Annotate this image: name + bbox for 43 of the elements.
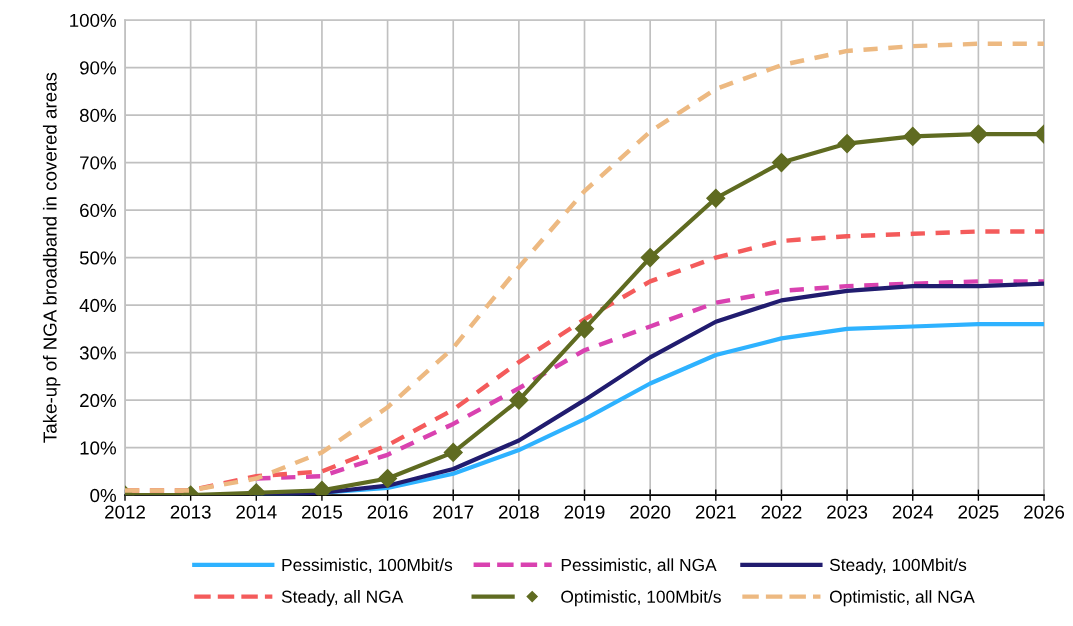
x-tick-label: 2016 — [367, 505, 408, 519]
x-tick-label: 2022 — [761, 505, 802, 519]
point — [706, 188, 726, 208]
x-tick-label: 2015 — [302, 505, 343, 519]
point — [640, 248, 660, 268]
legend-label: Optimistic, 100Mbit/s — [561, 590, 721, 607]
x-tick-label: 2017 — [433, 505, 474, 519]
legend-label: Pessimistic, all NGA — [561, 558, 717, 574]
point — [968, 124, 988, 144]
x-tick-label: 2014 — [236, 505, 277, 519]
x-tick-label: 2020 — [630, 505, 671, 519]
x-tick-label: 2013 — [170, 505, 211, 519]
y-tick-label: 40% — [79, 298, 117, 313]
y-tick-label: 30% — [79, 346, 117, 360]
point — [771, 153, 791, 173]
x-tick-label: 2024 — [892, 505, 934, 519]
legend-label: Steady, 100Mbit/s — [829, 558, 967, 575]
y-axis-title: Take-up of NGA broadband in covered areas — [42, 72, 61, 443]
y-tick-label: 60% — [80, 203, 117, 218]
line-series — [254, 279, 1045, 481]
y-tick-label: 10% — [80, 441, 117, 455]
point — [903, 126, 923, 146]
y-tick-label: 50% — [79, 251, 117, 265]
x-tick-label: 2023 — [827, 505, 868, 519]
point — [837, 134, 857, 154]
point — [443, 442, 463, 462]
y-tick-label: 20% — [80, 393, 117, 408]
legend-label: Optimistic, all NGA — [829, 590, 975, 607]
y-tick-label: 70% — [80, 156, 117, 170]
x-tick-label: 2019 — [564, 505, 605, 519]
point — [574, 319, 595, 339]
legend-label: Pessimistic, 100Mbit/s — [282, 558, 453, 574]
y-tick-label: 80% — [79, 108, 117, 123]
y-tick-label: 100% — [70, 13, 117, 28]
x-tick-label: 2026 — [1024, 505, 1065, 519]
point — [509, 390, 529, 410]
x-tick-label: 2021 — [695, 505, 736, 519]
x-tick-label: 2012 — [105, 505, 145, 519]
y-tick-label: 0% — [90, 488, 116, 503]
legend-label: Steady, all NGA — [281, 590, 404, 607]
y-tick-label: 90% — [80, 61, 117, 75]
x-tick-label: 2018 — [498, 505, 539, 519]
x-tick-label: 2025 — [958, 505, 999, 519]
